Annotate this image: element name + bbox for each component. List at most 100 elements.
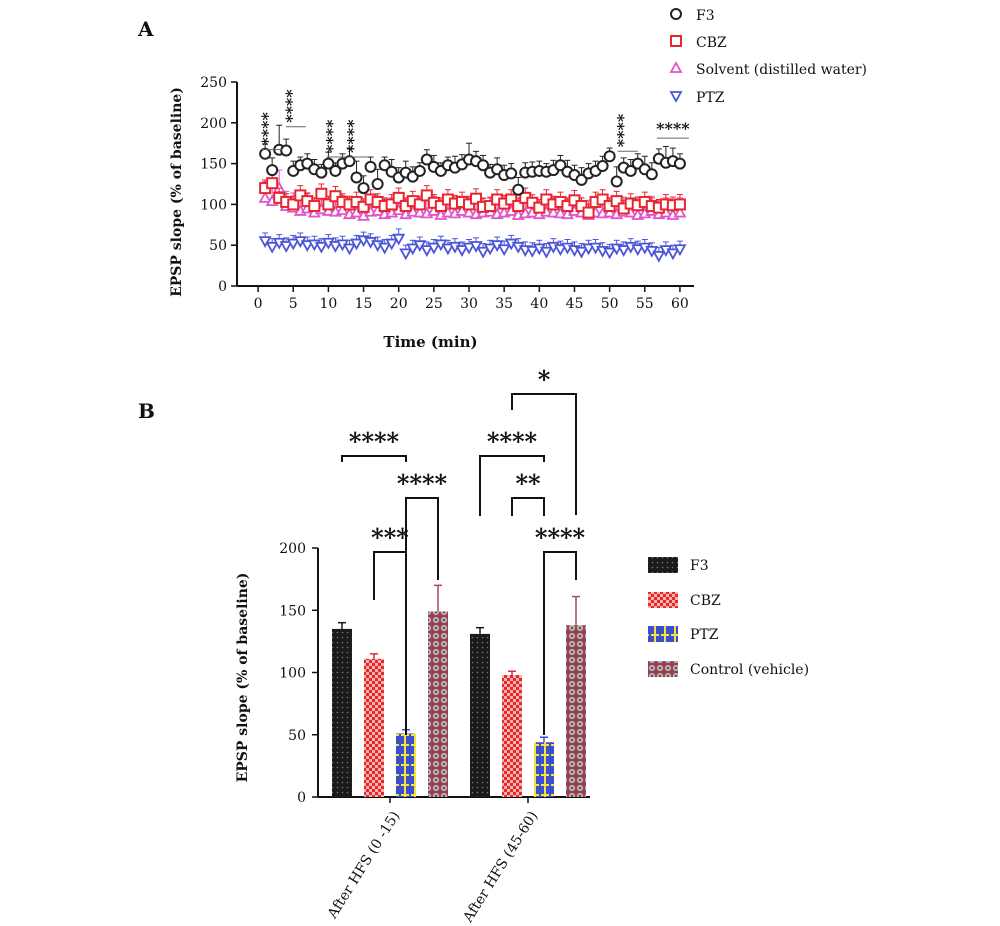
data-point (596, 193, 609, 206)
data-point (413, 205, 427, 218)
bar (566, 625, 586, 797)
data-point (673, 198, 686, 211)
data-point (308, 200, 321, 213)
data-point (455, 245, 469, 257)
data-point (371, 178, 384, 190)
y-tick-label: 150 (279, 603, 306, 619)
legend-label: F3 (696, 8, 715, 24)
data-point (364, 160, 377, 173)
data-point (287, 198, 300, 211)
bar (396, 733, 416, 797)
data-point (280, 144, 293, 157)
panel-a-label: A (137, 17, 154, 41)
legend-swatch (648, 661, 678, 677)
data-point (392, 233, 406, 246)
data-point (603, 205, 617, 218)
x-tick-label: 45 (566, 296, 584, 312)
x-tick-label: 40 (530, 296, 548, 312)
data-point (483, 243, 497, 256)
data-point (505, 193, 518, 206)
data-point (596, 160, 609, 173)
data-point (357, 182, 370, 195)
data-point (673, 244, 687, 257)
data-point (554, 159, 567, 172)
data-point (258, 236, 272, 248)
data-point (546, 205, 560, 218)
significance-label: **** (535, 523, 586, 552)
data-point (539, 246, 553, 259)
data-point (582, 206, 595, 219)
legend-label: F3 (690, 558, 709, 574)
data-point (441, 205, 455, 218)
data-point (420, 245, 434, 257)
data-point (420, 189, 433, 202)
significance-bracket (511, 497, 545, 516)
legend-label: Control (vehicle) (690, 662, 809, 678)
legend-label: PTZ (696, 90, 725, 106)
data-point (342, 243, 357, 256)
legend-label: CBZ (690, 593, 721, 609)
data-point (469, 241, 483, 253)
data-point (624, 164, 637, 177)
significance-label: **** (282, 89, 301, 123)
significance-label: **** (614, 113, 633, 147)
data-point (652, 250, 666, 263)
x-tick-label: 55 (636, 296, 654, 312)
data-point (462, 205, 476, 218)
y-tick-label: 200 (279, 541, 306, 557)
data-point (321, 204, 335, 216)
data-point (533, 201, 546, 214)
data-point (300, 240, 314, 253)
legend-swatch (648, 626, 678, 642)
data-point (315, 166, 328, 179)
data-point (553, 244, 567, 257)
bar (470, 633, 490, 797)
significance-bracket (511, 393, 577, 515)
data-point (258, 191, 272, 203)
significance-bracket (543, 551, 577, 735)
data-point (350, 171, 363, 184)
data-point (314, 241, 328, 254)
data-point (322, 198, 335, 211)
significance-bracket (479, 455, 545, 516)
x-tick-label: 60 (671, 296, 689, 312)
legend-swatch (648, 557, 678, 573)
chart-b-epsp-bar-chart: 0 50 100 150 200 EPSP slope (% of baseline) Af… (235, 365, 809, 926)
bar (332, 628, 352, 797)
y-tick-label: 100 (200, 197, 227, 213)
data-point (582, 243, 596, 256)
data-point (279, 241, 293, 253)
data-point (645, 168, 658, 181)
legend-marker (669, 61, 683, 73)
legend-marker (670, 35, 682, 47)
data-point (434, 200, 447, 213)
x-tick-label: After HFS (45-60) (460, 809, 542, 926)
legend-swatch (648, 592, 678, 608)
x-tick-label: 0 (254, 296, 263, 312)
y-tick-label: 200 (200, 116, 227, 132)
significance-label: *** (371, 523, 409, 552)
data-point (575, 200, 588, 213)
x-tick-label: 20 (390, 296, 408, 312)
x-axis-title: Time (min) (383, 333, 477, 351)
legend-marker (669, 91, 683, 103)
bar (428, 611, 448, 797)
data-point (575, 173, 588, 186)
significance-label: **** (349, 427, 400, 456)
y-tick-label: 250 (200, 75, 227, 91)
data-point (357, 200, 370, 213)
data-point (553, 206, 567, 219)
data-point (315, 187, 328, 200)
data-point (666, 248, 680, 261)
data-point (420, 153, 433, 166)
significance-label: **** (344, 119, 363, 153)
significance-label: **** (656, 119, 690, 138)
data-point (603, 150, 616, 163)
data-point (617, 245, 631, 257)
data-point (477, 159, 490, 172)
data-point (266, 177, 279, 190)
data-point (631, 244, 645, 257)
legend-label: CBZ (696, 35, 727, 51)
data-point (413, 198, 426, 211)
